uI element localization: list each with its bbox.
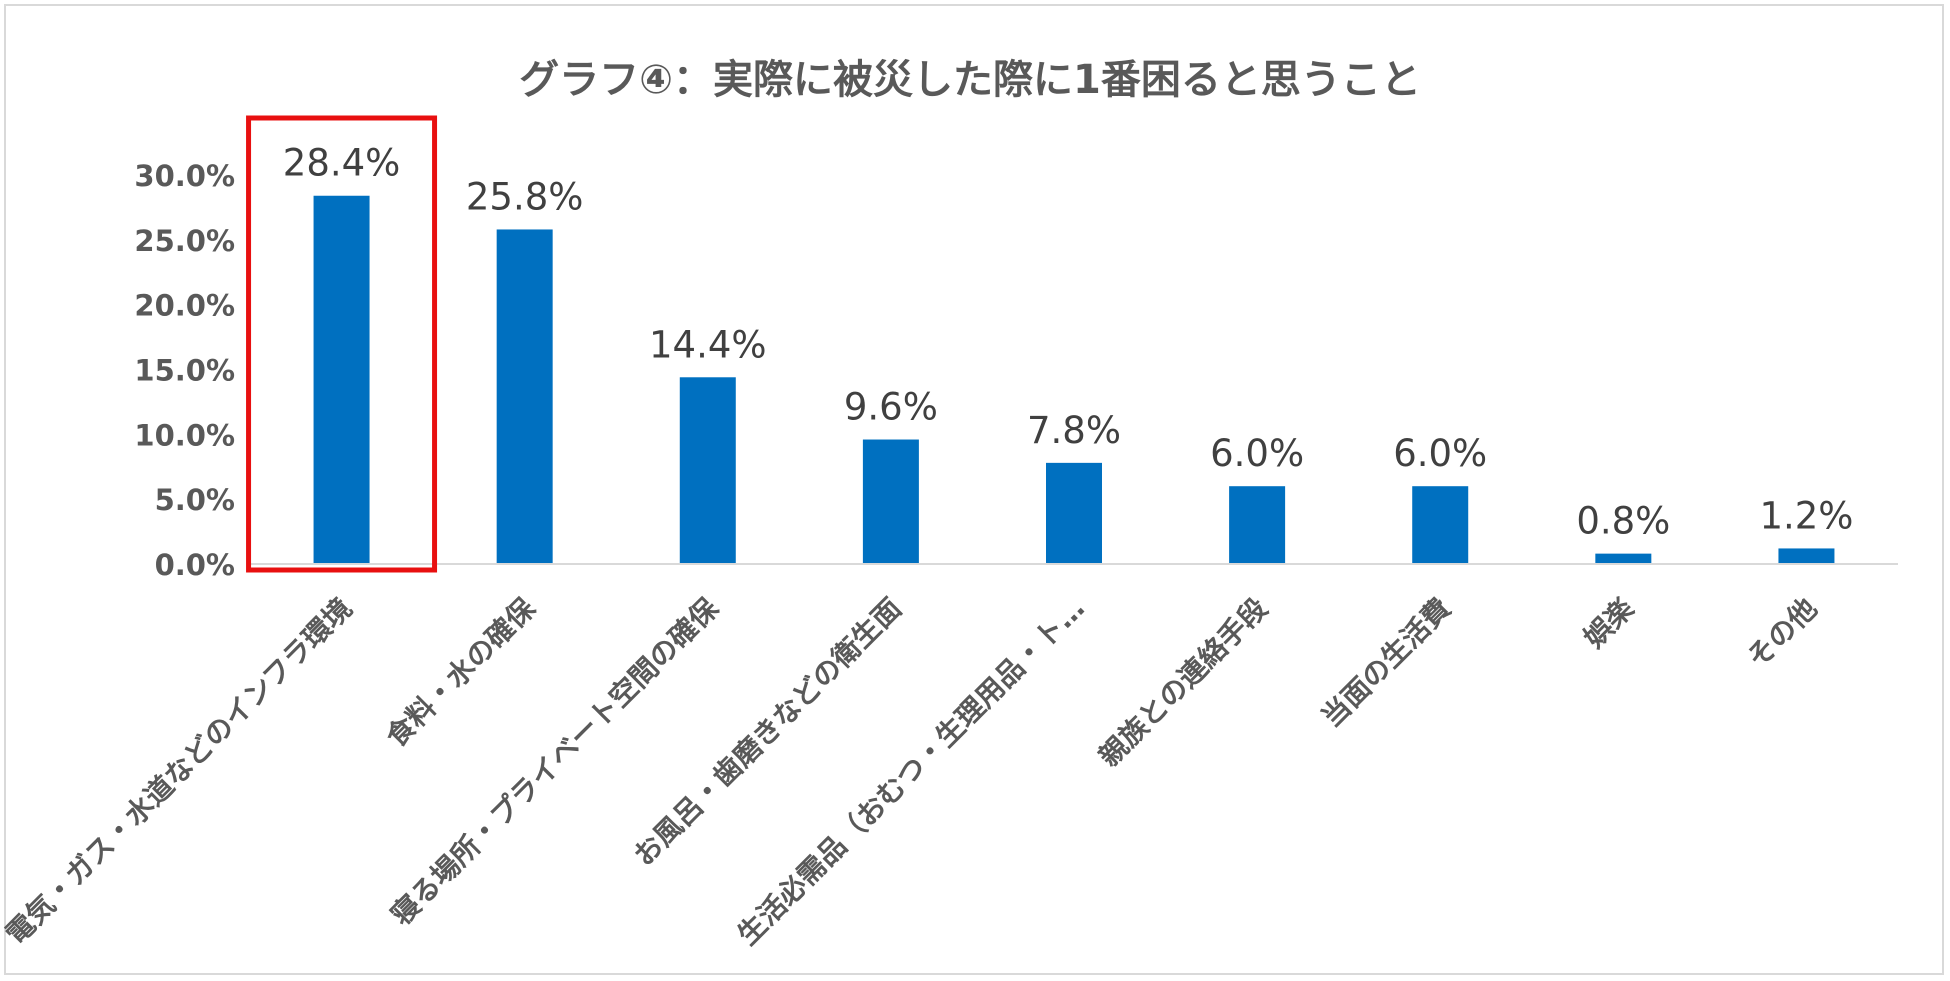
data-label: 7.8%	[1027, 409, 1121, 452]
data-label: 6.0%	[1210, 432, 1304, 475]
y-tick-label: 0.0%	[155, 548, 235, 582]
bar	[679, 377, 736, 564]
bar	[496, 229, 553, 564]
data-label: 6.0%	[1393, 432, 1487, 475]
bar	[1046, 462, 1102, 564]
y-tick-label: 30.0%	[134, 159, 235, 193]
bar	[862, 439, 919, 564]
bar	[1595, 553, 1652, 564]
x-tick-label: その他	[1741, 592, 1824, 675]
data-label: 1.2%	[1759, 494, 1853, 537]
x-axis: 電気・ガス・水道などのインフラ環境 食料・水の確保寝る場所・プライベート空間の確保…	[0, 591, 1823, 952]
bar	[1412, 486, 1469, 564]
y-tick-label: 25.0%	[134, 224, 235, 258]
data-label: 9.6%	[844, 386, 938, 429]
x-tick-label: 親族との連絡手段	[1093, 592, 1275, 774]
chart-title: グラフ④：実際に被災した際に1番困ると思うこと	[519, 57, 1421, 103]
data-label: 25.8%	[466, 175, 584, 218]
data-label: 0.8%	[1576, 500, 1670, 543]
highlight-box	[246, 115, 438, 573]
y-tick-label: 5.0%	[155, 483, 235, 517]
x-tick-label: 食料・水の確保	[380, 591, 543, 754]
x-tick-label: 当面の生活費	[1315, 592, 1457, 734]
x-tick-label: 電気・ガス・水道などのインフラ環境	[0, 592, 359, 951]
y-axis: 0.0% 5.0% 10.0% 15.0% 20.0% 25.0% 30.0%	[134, 159, 235, 582]
bars: 28.4% 25.8% 14.4% 9.6% 7.8% 6.0% 6.0% 0.8% 1.2%	[283, 142, 1853, 564]
bar	[313, 195, 370, 564]
bar	[1778, 548, 1835, 564]
y-tick-label: 15.0%	[134, 354, 235, 388]
y-tick-label: 20.0%	[134, 289, 235, 323]
x-tick-label: 生活必需品（おむつ・生理用品・ト…	[731, 592, 1091, 952]
y-tick-label: 10.0%	[134, 418, 235, 452]
x-tick-label: 娯楽	[1577, 592, 1640, 655]
data-label: 28.4%	[283, 142, 401, 185]
bar	[1229, 486, 1286, 564]
x-tick-label: 寝る場所・プライベート空間の確保	[385, 591, 726, 932]
data-label: 14.4%	[649, 323, 767, 366]
